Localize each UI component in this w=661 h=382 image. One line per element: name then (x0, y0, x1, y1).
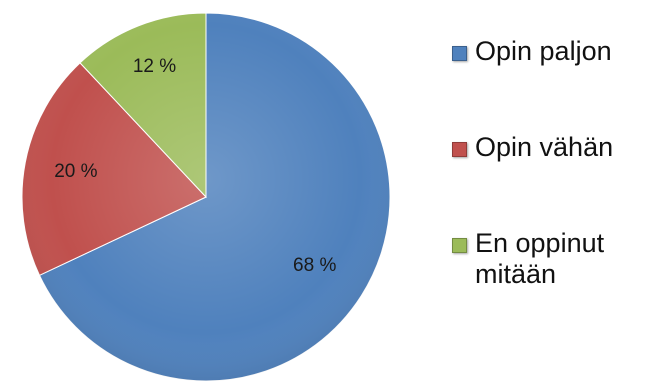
legend-item-opin-vahan: Opin vähän (452, 132, 655, 163)
data-label-en-oppinut-mitaan: 12 % (133, 56, 176, 77)
legend-label-opin-paljon: Opin paljon (475, 36, 612, 66)
pie-labels: 68 % 20 % 12 % (54, 56, 336, 276)
legend-swatch-opin-paljon (452, 46, 467, 61)
legend-label-opin-vahan: Opin vähän (475, 132, 614, 162)
legend-item-en-oppinut-mitaan: En oppinut mitään (452, 228, 655, 290)
data-label-opin-paljon: 68 % (293, 255, 336, 276)
legend-swatch-en-oppinut-mitaan (452, 238, 467, 253)
legend-item-opin-paljon: Opin paljon (452, 36, 655, 67)
legend-label-en-oppinut-mitaan: En oppinut mitään (475, 228, 605, 289)
pie-slices (21, 12, 391, 382)
legend-swatch-opin-vahan (452, 142, 467, 157)
data-label-opin-vahan: 20 % (54, 161, 97, 182)
